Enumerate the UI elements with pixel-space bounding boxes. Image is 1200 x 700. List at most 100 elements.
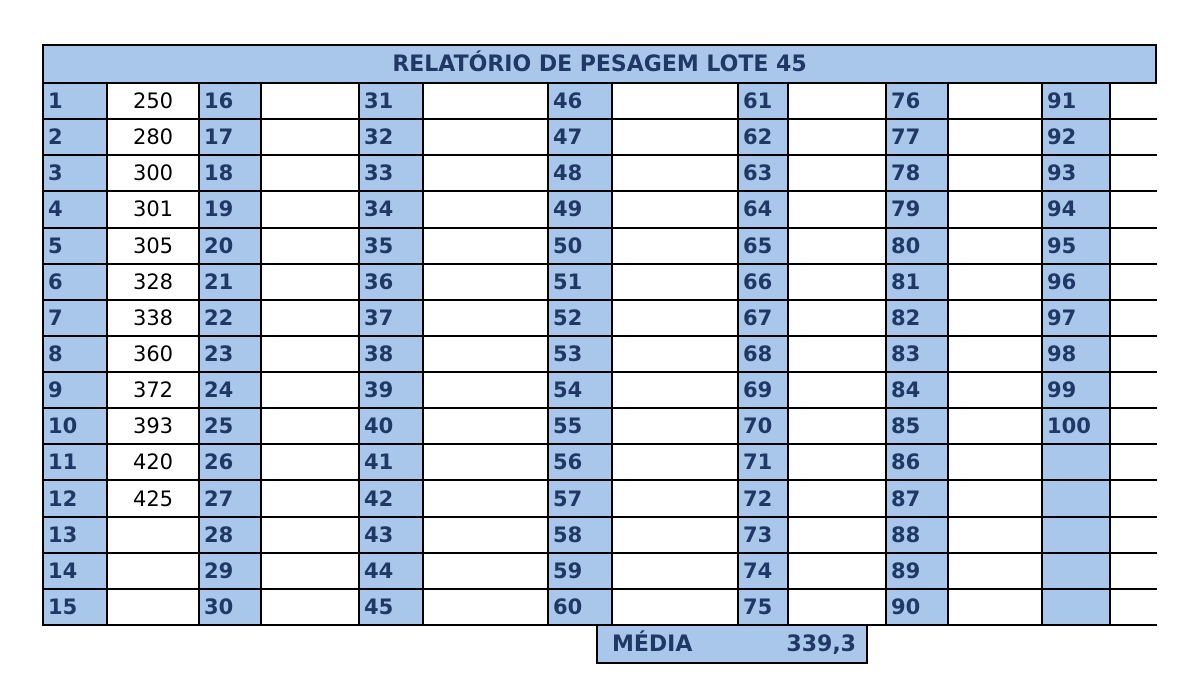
cell-number[interactable]: 85 [887,409,947,444]
cell-weight[interactable] [613,517,737,552]
cell-number[interactable]: 8 [44,336,106,372]
cell-weight[interactable] [1111,445,1185,480]
cell-number[interactable]: 72 [739,481,787,516]
cell-number[interactable]: 100 [1043,409,1109,444]
cell-number[interactable]: 37 [360,300,422,335]
cell-number[interactable]: 62 [739,120,787,155]
cell-weight[interactable] [424,264,547,299]
cell-weight[interactable]: 420 [108,445,198,480]
cell-weight[interactable] [1111,553,1185,588]
cell-number[interactable]: 39 [360,373,422,408]
cell-weight[interactable] [1111,156,1185,191]
cell-weight[interactable] [262,84,358,119]
cell-weight[interactable] [613,336,737,372]
cell-number[interactable]: 7 [44,300,106,335]
cell-number[interactable]: 98 [1043,336,1109,372]
cell-weight[interactable] [613,228,737,263]
cell-weight[interactable] [949,120,1041,155]
cell-number[interactable]: 92 [1043,120,1109,155]
cell-number[interactable]: 78 [887,156,947,191]
cell-weight[interactable] [1111,336,1185,372]
cell-number[interactable]: 95 [1043,228,1109,263]
cell-number[interactable]: 50 [549,228,611,263]
cell-number[interactable]: 11 [44,445,106,480]
cell-weight[interactable] [949,300,1041,335]
cell-number[interactable]: 56 [549,445,611,480]
cell-number[interactable]: 53 [549,336,611,372]
cell-weight[interactable] [789,445,885,480]
cell-number[interactable]: 48 [549,156,611,191]
cell-number[interactable]: 68 [739,336,787,372]
cell-weight[interactable] [613,156,737,191]
cell-number[interactable]: 70 [739,409,787,444]
cell-weight[interactable] [789,517,885,552]
cell-weight[interactable] [613,192,737,227]
cell-weight[interactable] [789,409,885,444]
cell-number[interactable]: 49 [549,192,611,227]
cell-number[interactable]: 5 [44,228,106,263]
cell-weight[interactable] [424,336,547,372]
cell-weight[interactable] [262,409,358,444]
cell-number[interactable]: 10 [44,409,106,444]
cell-weight[interactable] [949,589,1041,624]
cell-weight[interactable] [1111,192,1185,227]
cell-number[interactable]: 42 [360,481,422,516]
empty-number-cell[interactable] [1043,445,1109,480]
cell-number[interactable]: 57 [549,481,611,516]
cell-weight[interactable] [1111,517,1185,552]
cell-number[interactable]: 9 [44,373,106,408]
cell-weight[interactable] [789,264,885,299]
cell-weight[interactable] [949,445,1041,480]
cell-number[interactable]: 67 [739,300,787,335]
cell-number[interactable]: 32 [360,120,422,155]
cell-weight[interactable] [262,120,358,155]
cell-weight[interactable] [424,553,547,588]
cell-weight[interactable] [789,156,885,191]
cell-number[interactable]: 79 [887,192,947,227]
cell-weight[interactable] [949,517,1041,552]
cell-weight[interactable] [424,120,547,155]
cell-number[interactable]: 97 [1043,300,1109,335]
cell-weight[interactable] [613,300,737,335]
cell-number[interactable]: 46 [549,84,611,119]
cell-weight[interactable] [789,589,885,624]
cell-number[interactable]: 25 [200,409,260,444]
cell-number[interactable]: 55 [549,409,611,444]
cell-weight[interactable] [108,517,198,552]
cell-weight[interactable] [262,589,358,624]
cell-weight[interactable]: 338 [108,300,198,335]
cell-weight[interactable] [949,84,1041,119]
cell-weight[interactable] [613,264,737,299]
cell-weight[interactable]: 328 [108,264,198,299]
cell-weight[interactable] [949,192,1041,227]
cell-weight[interactable] [949,156,1041,191]
cell-number[interactable]: 34 [360,192,422,227]
cell-number[interactable]: 52 [549,300,611,335]
cell-weight[interactable] [424,373,547,408]
cell-number[interactable]: 16 [200,84,260,119]
cell-weight[interactable] [789,300,885,335]
cell-number[interactable]: 86 [887,445,947,480]
cell-weight[interactable] [949,228,1041,263]
cell-number[interactable]: 1 [44,84,106,119]
cell-weight[interactable] [424,156,547,191]
cell-weight[interactable] [1111,409,1185,444]
empty-number-cell[interactable] [1043,517,1109,552]
cell-number[interactable]: 94 [1043,192,1109,227]
cell-number[interactable]: 20 [200,228,260,263]
cell-weight[interactable] [1111,589,1185,624]
cell-weight[interactable] [262,300,358,335]
cell-number[interactable]: 90 [887,589,947,624]
cell-weight[interactable] [424,84,547,119]
cell-number[interactable]: 60 [549,589,611,624]
cell-number[interactable]: 81 [887,264,947,299]
cell-number[interactable]: 75 [739,589,787,624]
cell-number[interactable]: 47 [549,120,611,155]
cell-number[interactable]: 87 [887,481,947,516]
cell-number[interactable]: 45 [360,589,422,624]
cell-number[interactable]: 41 [360,445,422,480]
cell-weight[interactable]: 393 [108,409,198,444]
cell-number[interactable]: 14 [44,553,106,588]
cell-weight[interactable] [789,336,885,372]
cell-weight[interactable] [613,373,737,408]
